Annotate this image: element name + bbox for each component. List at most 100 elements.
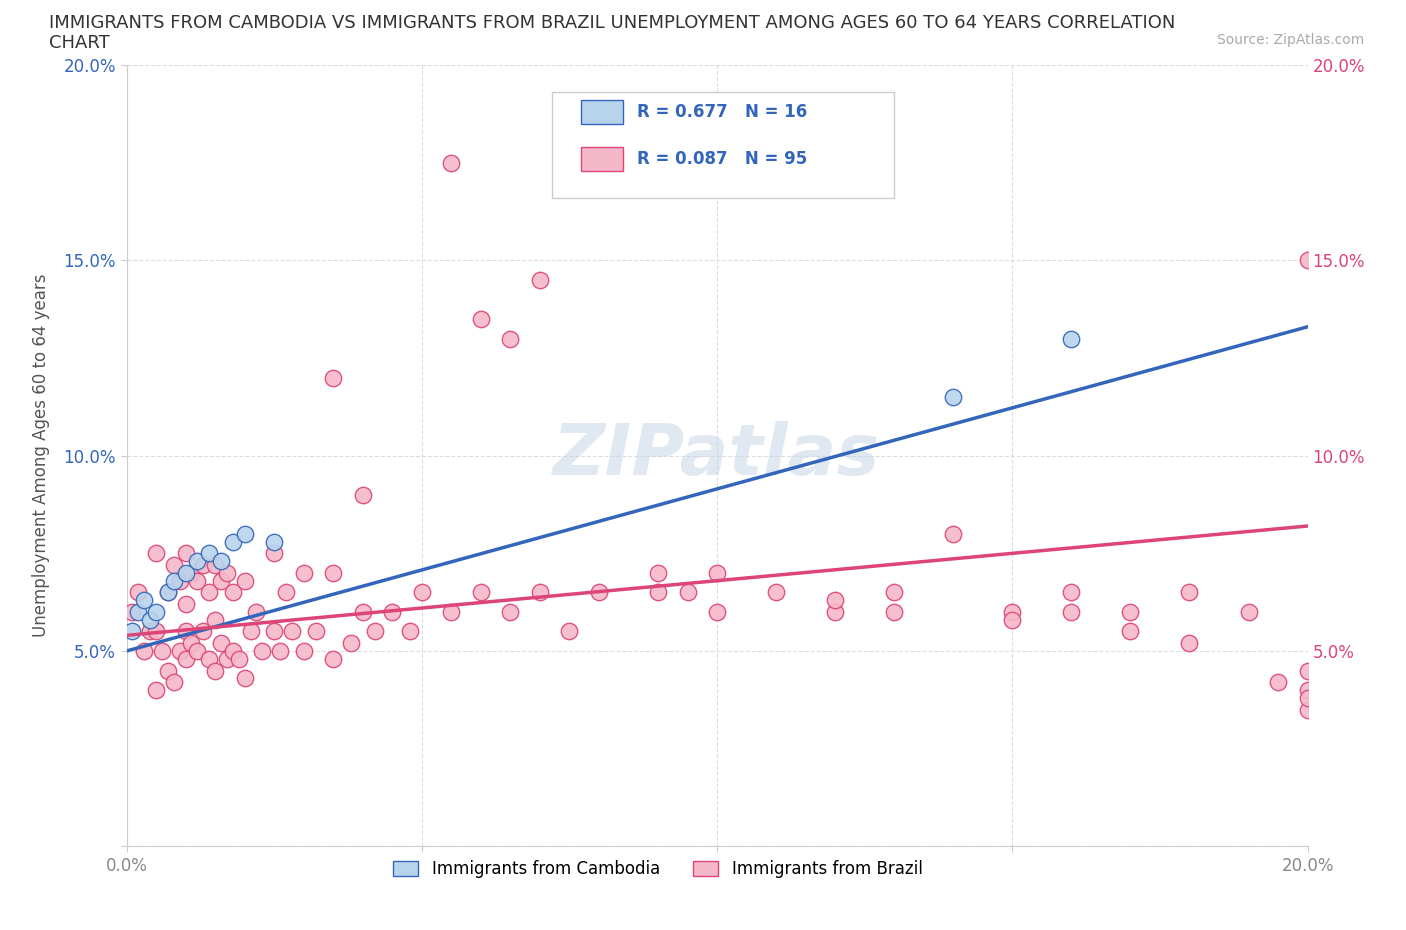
- Point: [281, 624, 304, 639]
- Point: [163, 675, 186, 690]
- Point: [1001, 612, 1024, 627]
- Point: [647, 585, 669, 600]
- Point: [292, 644, 315, 658]
- Point: [169, 573, 191, 588]
- Point: [139, 612, 162, 627]
- Point: [1060, 331, 1083, 346]
- Point: [352, 604, 374, 619]
- Point: [263, 534, 285, 549]
- Point: [228, 651, 250, 666]
- Point: [274, 585, 297, 600]
- Point: [204, 663, 226, 678]
- Point: [204, 558, 226, 573]
- Text: R = 0.677   N = 16: R = 0.677 N = 16: [637, 103, 807, 121]
- Point: [186, 573, 208, 588]
- Point: [292, 565, 315, 580]
- Point: [1296, 690, 1319, 705]
- Point: [352, 487, 374, 502]
- Point: [706, 604, 728, 619]
- Point: [150, 644, 173, 658]
- Point: [145, 624, 167, 639]
- Point: [139, 624, 162, 639]
- Legend: Immigrants from Cambodia, Immigrants from Brazil: Immigrants from Cambodia, Immigrants fro…: [387, 854, 929, 884]
- Point: [222, 534, 245, 549]
- Point: [145, 604, 167, 619]
- Point: [411, 585, 433, 600]
- Point: [470, 312, 492, 326]
- Point: [174, 546, 197, 561]
- Point: [209, 553, 232, 568]
- Point: [198, 546, 221, 561]
- Point: [193, 624, 215, 639]
- Point: [263, 624, 285, 639]
- Point: [883, 604, 905, 619]
- Point: [233, 526, 256, 541]
- Point: [883, 585, 905, 600]
- Point: [156, 585, 179, 600]
- Text: IMMIGRANTS FROM CAMBODIA VS IMMIGRANTS FROM BRAZIL UNEMPLOYMENT AMONG AGES 60 TO: IMMIGRANTS FROM CAMBODIA VS IMMIGRANTS F…: [49, 14, 1175, 32]
- Point: [252, 644, 274, 658]
- Point: [121, 604, 143, 619]
- Point: [215, 651, 238, 666]
- Point: [1119, 624, 1142, 639]
- Point: [134, 592, 156, 607]
- Point: [198, 585, 221, 600]
- Point: [340, 636, 363, 651]
- Point: [647, 565, 669, 580]
- Point: [381, 604, 404, 619]
- Point: [186, 553, 208, 568]
- Point: [163, 573, 186, 588]
- Point: [222, 585, 245, 600]
- Point: [186, 644, 208, 658]
- Point: [222, 644, 245, 658]
- Point: [942, 526, 965, 541]
- Point: [174, 651, 197, 666]
- Point: [156, 585, 179, 600]
- Point: [824, 604, 846, 619]
- Point: [174, 565, 197, 580]
- Point: [824, 592, 846, 607]
- Point: [363, 624, 385, 639]
- Point: [440, 155, 463, 170]
- Bar: [581, 100, 623, 124]
- FancyBboxPatch shape: [551, 92, 894, 198]
- Point: [180, 565, 202, 580]
- Point: [156, 663, 179, 678]
- Point: [1296, 663, 1319, 678]
- Point: [198, 651, 221, 666]
- Point: [1296, 683, 1319, 698]
- Point: [163, 558, 186, 573]
- Point: [706, 565, 728, 580]
- Point: [399, 624, 422, 639]
- Point: [499, 604, 522, 619]
- Point: [676, 585, 699, 600]
- Point: [1119, 604, 1142, 619]
- Point: [245, 604, 267, 619]
- Point: [1296, 253, 1319, 268]
- Point: [134, 644, 156, 658]
- Point: [127, 604, 149, 619]
- Point: [304, 624, 326, 639]
- Point: [1178, 585, 1201, 600]
- Text: ZIPatlas: ZIPatlas: [554, 421, 880, 490]
- Text: CHART: CHART: [49, 34, 110, 52]
- Point: [529, 585, 551, 600]
- Point: [145, 683, 167, 698]
- Point: [1237, 604, 1260, 619]
- Point: [193, 558, 215, 573]
- Point: [499, 331, 522, 346]
- Point: [239, 624, 262, 639]
- Text: R = 0.087   N = 95: R = 0.087 N = 95: [637, 150, 807, 167]
- Point: [1060, 585, 1083, 600]
- Point: [440, 604, 463, 619]
- Point: [145, 546, 167, 561]
- Point: [322, 651, 344, 666]
- Point: [233, 671, 256, 685]
- Point: [322, 370, 344, 385]
- Point: [174, 597, 197, 612]
- Point: [204, 612, 226, 627]
- Point: [215, 565, 238, 580]
- Point: [1060, 604, 1083, 619]
- Point: [180, 636, 202, 651]
- Point: [209, 636, 232, 651]
